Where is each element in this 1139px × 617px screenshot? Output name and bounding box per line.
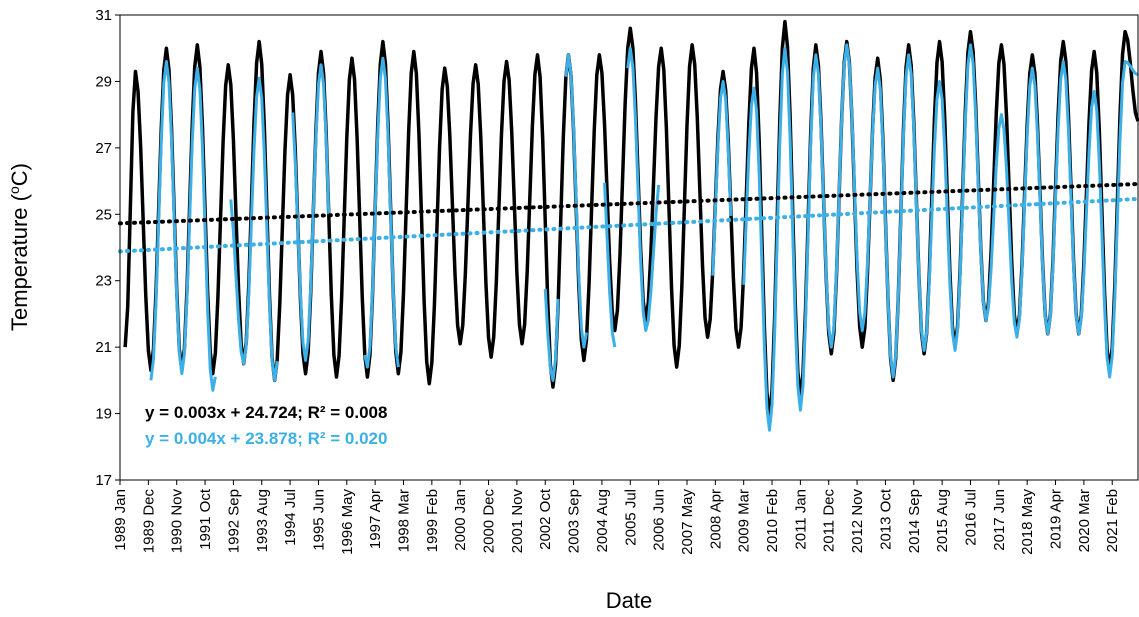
x-tick-label-20: 2007 May — [679, 489, 696, 555]
series-0-segment-0 — [123, 19, 1139, 419]
x-tick-label-34: 2020 Mar — [1076, 489, 1093, 552]
x-tick-label-4: 1992 Sep — [225, 489, 242, 553]
y-tick-label-4: 25 — [95, 206, 112, 223]
y-tick-label-6: 29 — [95, 73, 112, 90]
y-tick-label-3: 23 — [95, 273, 112, 290]
x-tick-label-33: 2019 Apr — [1048, 489, 1065, 549]
x-tick-label-18: 2005 Jul — [622, 489, 639, 546]
x-tick-label-7: 1995 Jun — [310, 489, 327, 551]
series-1-segment-0 — [149, 60, 217, 392]
series-1-segment-7 — [626, 46, 661, 333]
x-tick-label-23: 2010 Feb — [764, 489, 781, 552]
x-tick-label-26: 2012 Nov — [849, 489, 866, 554]
x-tick-label-12: 2000 Jan — [452, 489, 469, 551]
plot-area-frame — [119, 14, 1139, 481]
y-axis-title-sup: o — [6, 186, 22, 194]
trendline-1 — [118, 196, 1139, 254]
trendline-layer — [118, 181, 1139, 254]
x-tick-label-2: 1990 Nov — [169, 489, 186, 554]
y-tick-label-2: 21 — [95, 339, 112, 356]
series-1-segment-6 — [603, 182, 617, 348]
x-tick-label-25: 2011 Dec — [821, 489, 838, 553]
x-tick-label-11: 1999 Feb — [424, 489, 441, 552]
trendline-equation-blue: y = 0.004x + 23.878; R² = 0.020 — [145, 429, 387, 448]
x-tick-label-1: 1989 Dec — [140, 489, 157, 554]
x-tick-label-29: 2015 Aug — [934, 489, 951, 552]
x-axis-ticks: 1989 Jan 1989 Dec 1990 Nov 1991 Oct 1992 Sep… — [112, 480, 1121, 555]
x-tick-label-17: 2004 Aug — [594, 489, 611, 552]
series-1-segment-2 — [291, 63, 331, 362]
y-tick-label-7: 31 — [95, 7, 112, 24]
x-tick-label-24: 2011 Jan — [792, 489, 809, 550]
x-tick-label-22: 2009 Mar — [736, 489, 753, 552]
x-tick-label-28: 2014 Sep — [906, 489, 923, 553]
x-tick-label-27: 2013 Oct — [877, 488, 894, 550]
x-axis-title: Date — [606, 588, 652, 613]
x-tick-label-30: 2016 Jul — [962, 489, 979, 546]
series-1-segment-3 — [363, 56, 400, 369]
x-tick-label-31: 2017 Jun — [991, 489, 1008, 551]
x-tick-label-9: 1997 Apr — [367, 489, 384, 549]
x-tick-label-16: 2003 Sep — [566, 489, 583, 553]
y-tick-label-0: 17 — [95, 472, 112, 489]
x-tick-label-32: 2018 May — [1019, 489, 1036, 555]
y-axis-title-unit: C) — [7, 163, 32, 186]
x-tick-label-6: 1994 Jul — [282, 489, 299, 546]
series-1-segment-4 — [543, 288, 560, 382]
x-tick-label-10: 1998 Mar — [395, 489, 412, 552]
y-axis-title-text: Temperature ( — [7, 193, 32, 331]
y-tick-label-1: 19 — [95, 406, 112, 423]
y-tick-label-5: 27 — [95, 140, 112, 157]
x-tick-label-35: 2021 Feb — [1104, 489, 1121, 552]
x-tick-label-8: 1996 May — [339, 489, 356, 555]
x-tick-label-15: 2002 Oct — [537, 488, 554, 550]
series-1-segment-9 — [742, 43, 1139, 432]
x-tick-label-19: 2006 Jun — [651, 489, 668, 551]
series-layer — [123, 19, 1139, 432]
trendline-equation-black: y = 0.003x + 24.724; R² = 0.008 — [145, 403, 387, 422]
x-tick-label-13: 2000 Dec — [481, 489, 498, 554]
x-tick-label-3: 1991 Oct — [197, 488, 214, 550]
x-tick-label-14: 2001 Nov — [509, 489, 526, 554]
trendline-0 — [118, 181, 1139, 226]
x-tick-label-5: 1993 Aug — [254, 489, 271, 552]
series-1-segment-1 — [229, 76, 279, 382]
series-1-segment-5 — [564, 53, 588, 349]
x-tick-label-0: 1989 Jan — [112, 489, 129, 551]
y-axis-ticks: 17 19 21 23 25 27 29 31 — [95, 7, 120, 489]
x-tick-label-21: 2008 Apr — [707, 489, 724, 549]
y-axis-title: Temperature (oC) — [6, 163, 32, 331]
